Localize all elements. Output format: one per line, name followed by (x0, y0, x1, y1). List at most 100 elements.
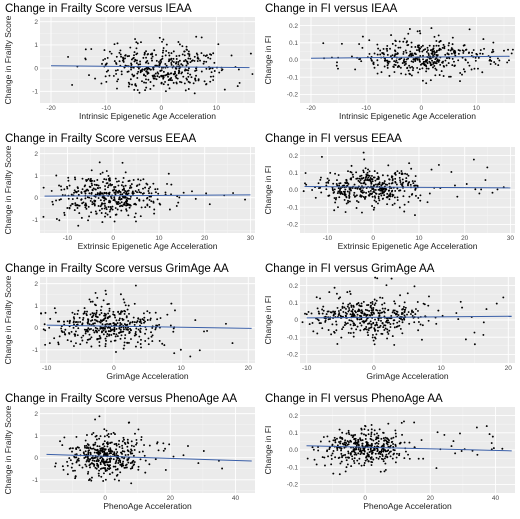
data-point (338, 196, 341, 199)
data-point (95, 451, 98, 454)
data-point (453, 49, 456, 52)
data-point (177, 72, 180, 75)
data-point (120, 184, 123, 187)
data-point (162, 83, 165, 86)
data-point (84, 57, 87, 60)
data-point (184, 69, 186, 72)
data-point (373, 448, 376, 451)
data-point (133, 461, 136, 463)
data-point (326, 310, 329, 313)
data-point (75, 435, 78, 438)
data-point (350, 177, 353, 180)
data-point (196, 56, 199, 59)
data-point (55, 199, 58, 202)
data-point (139, 71, 142, 74)
data-point (66, 320, 69, 323)
data-point (187, 67, 190, 70)
data-point (142, 178, 145, 181)
data-point (386, 317, 388, 320)
data-point (343, 441, 346, 444)
data-point (71, 311, 74, 314)
data-point (350, 304, 353, 307)
data-point (323, 456, 326, 459)
data-point (54, 462, 57, 465)
data-point (376, 72, 379, 75)
data-point (133, 449, 136, 451)
data-point (418, 44, 420, 47)
data-point (481, 71, 484, 74)
data-point (378, 181, 381, 184)
data-point (407, 69, 410, 72)
data-point (99, 336, 102, 339)
data-point (407, 201, 410, 203)
data-point (378, 309, 381, 312)
data-point (109, 208, 112, 211)
data-point (150, 195, 153, 198)
data-point (319, 297, 321, 300)
data-point (136, 77, 139, 79)
data-point (125, 209, 128, 212)
data-point (355, 200, 358, 202)
data-point (436, 58, 439, 61)
data-point (321, 456, 324, 459)
y-tick-label: -0.2 (287, 352, 299, 359)
data-point (439, 40, 442, 42)
data-point (369, 189, 372, 192)
data-point (120, 334, 123, 337)
data-point (389, 323, 392, 325)
data-point (468, 28, 471, 31)
data-point (329, 318, 331, 320)
data-point (394, 432, 397, 435)
data-point (498, 59, 501, 62)
data-point (429, 79, 432, 82)
data-point (373, 206, 376, 209)
data-point (93, 456, 96, 459)
data-point (130, 63, 133, 66)
data-point (90, 336, 93, 339)
data-point (425, 50, 428, 53)
data-point (360, 302, 363, 305)
data-point (61, 194, 64, 197)
data-point (360, 177, 363, 180)
data-point (78, 316, 81, 319)
data-point (362, 171, 365, 174)
data-point (154, 188, 157, 191)
data-point (426, 201, 429, 204)
data-point (365, 173, 368, 176)
data-point (81, 177, 84, 180)
data-point (113, 191, 116, 194)
data-point (251, 73, 254, 75)
data-point (363, 179, 366, 182)
data-point (367, 179, 370, 182)
data-point (365, 187, 368, 189)
chart-panel: 0 20 40 -1 0 1 2 Change in Frailty Score versus… (0, 390, 260, 519)
data-point (193, 92, 196, 95)
x-tick-label: -10 (361, 105, 371, 112)
data-point (95, 309, 98, 312)
data-point (59, 198, 62, 201)
data-point (387, 332, 390, 335)
data-point (122, 347, 125, 350)
data-point (317, 310, 320, 313)
data-point (356, 325, 359, 328)
data-point (435, 322, 438, 325)
y-tick-label: 1 (34, 303, 38, 310)
data-point (108, 458, 111, 461)
data-point (71, 462, 74, 465)
data-point (182, 75, 185, 78)
data-point (163, 344, 166, 347)
data-point (154, 191, 157, 194)
data-point (369, 447, 372, 450)
data-point (361, 312, 363, 315)
data-point (107, 448, 110, 451)
data-point (376, 64, 379, 66)
data-point (170, 77, 173, 79)
data-point (314, 196, 317, 199)
data-point (437, 44, 440, 47)
x-axis-label: GrimAge Acceleration (106, 371, 188, 381)
data-point (98, 341, 101, 343)
data-point (175, 58, 178, 60)
data-point (327, 181, 330, 184)
data-point (95, 184, 98, 187)
data-point (172, 73, 175, 76)
